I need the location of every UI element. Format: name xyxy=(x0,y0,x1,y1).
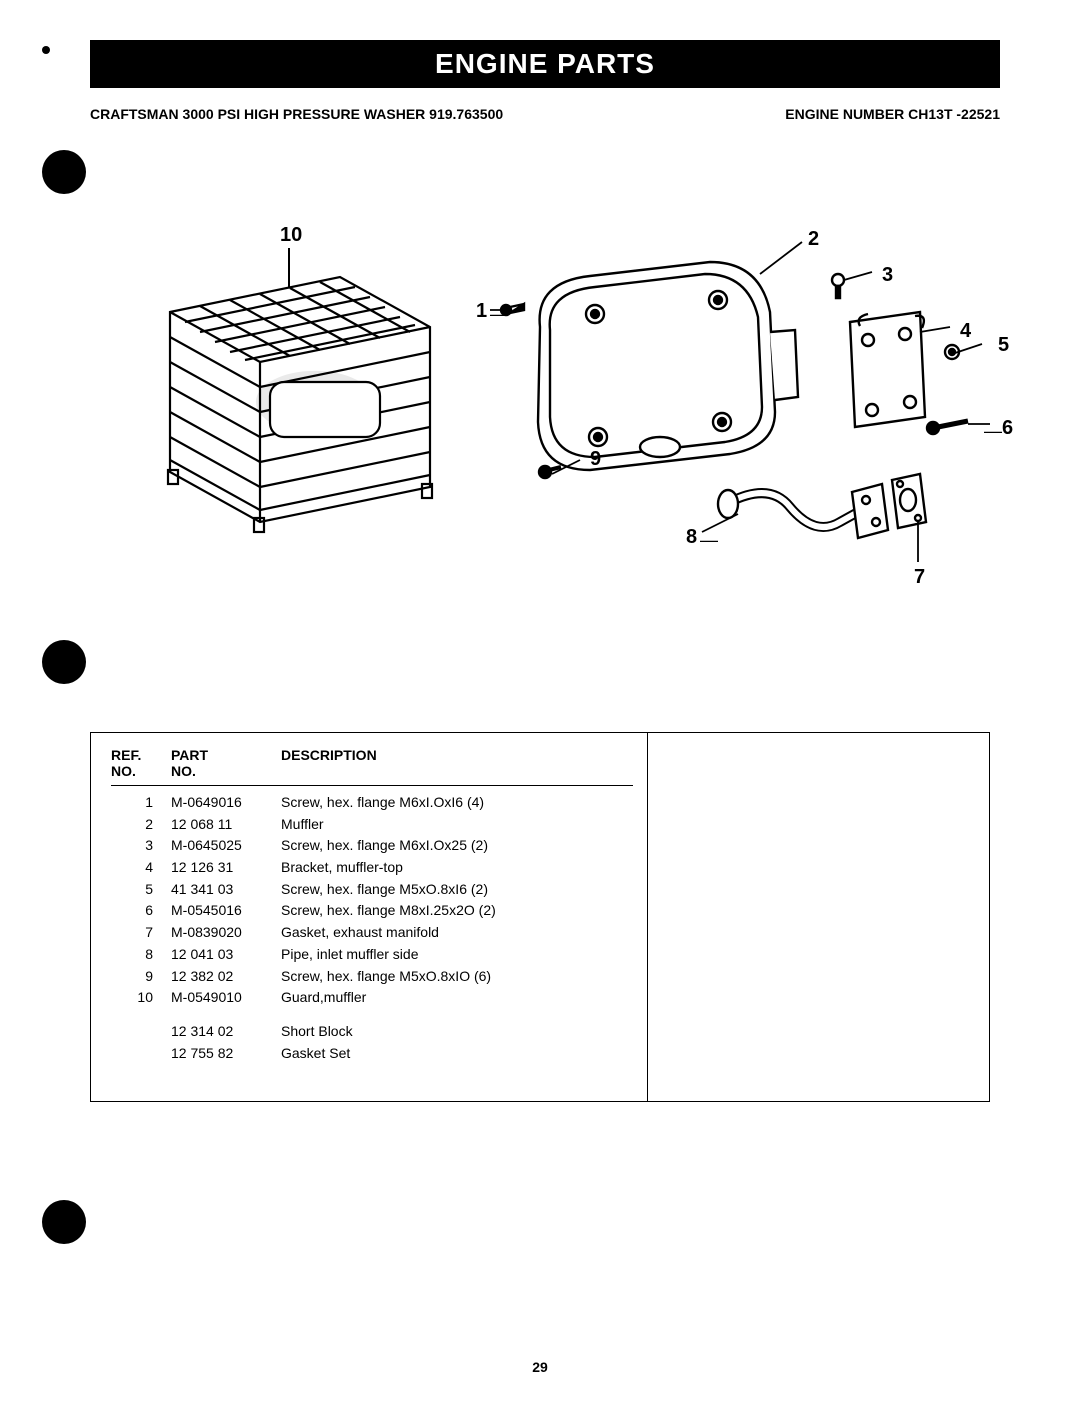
col-part: PARTNO. xyxy=(171,747,281,779)
cell-desc: Gasket Set xyxy=(281,1043,633,1065)
table-header: REF.NO. PARTNO. DESCRIPTION xyxy=(111,747,633,786)
muffler-guard-illustration xyxy=(130,252,470,572)
table-row: 812 041 03Pipe, inlet muffler side xyxy=(111,944,633,966)
cell-ref: 6 xyxy=(111,900,171,922)
table-right-blank xyxy=(648,733,989,1101)
cell-ref: 1 xyxy=(111,792,171,814)
cell-part: 12 382 02 xyxy=(171,966,281,988)
table-row: 912 382 02Screw, hex. flange M5xO.8xIO (… xyxy=(111,966,633,988)
cell-desc: Screw, hex. flange M6xI.OxI6 (4) xyxy=(281,792,633,814)
page: ENGINE PARTS CRAFTSMAN 3000 PSI HIGH PRE… xyxy=(0,0,1080,1401)
subtitle-row: CRAFTSMAN 3000 PSI HIGH PRESSURE WASHER … xyxy=(90,106,1000,122)
table-row: 3M-0645025Screw, hex. flange M6xI.Ox25 (… xyxy=(111,835,633,857)
subtitle-right: ENGINE NUMBER CH13T -22521 xyxy=(785,106,1000,122)
cell-ref xyxy=(111,1021,171,1043)
muffler-assembly-illustration xyxy=(480,222,1000,622)
cell-desc: Bracket, muffler-top xyxy=(281,857,633,879)
callout-3: 3 xyxy=(882,264,893,287)
callout-9: 9 xyxy=(590,448,601,471)
table-row: 1M-0649016Screw, hex. flange M6xI.OxI6 (… xyxy=(111,792,633,814)
callout-1: 1 xyxy=(476,300,487,323)
dash: — xyxy=(490,304,508,325)
cell-ref: 5 xyxy=(111,879,171,901)
cell-part: 12 126 31 xyxy=(171,857,281,879)
cell-ref: 7 xyxy=(111,922,171,944)
table-rows: 1M-0649016Screw, hex. flange M6xI.OxI6 (… xyxy=(111,792,633,1064)
table-row: 7M-0839020Gasket, exhaust manifold xyxy=(111,922,633,944)
cell-part: 41 341 03 xyxy=(171,879,281,901)
cell-part: 12 041 03 xyxy=(171,944,281,966)
subtitle-left: CRAFTSMAN 3000 PSI HIGH PRESSURE WASHER … xyxy=(90,106,503,122)
cell-desc: Screw, hex. flange M8xI.25x2O (2) xyxy=(281,900,633,922)
callout-4: 4 xyxy=(960,320,971,343)
dash: — xyxy=(700,530,718,551)
table-row: 6M-0545016Screw, hex. flange M8xI.25x2O … xyxy=(111,900,633,922)
title-bar: ENGINE PARTS xyxy=(90,40,1000,88)
table-row: 12 755 82Gasket Set xyxy=(111,1043,633,1065)
cell-part: 12 068 11 xyxy=(171,814,281,836)
cell-ref: 8 xyxy=(111,944,171,966)
cell-desc: Screw, hex. flange M5xO.8xIO (6) xyxy=(281,966,633,988)
hole-punch-dot xyxy=(42,640,86,684)
hole-punch-dot xyxy=(42,150,86,194)
cell-desc: Pipe, inlet muffler side xyxy=(281,944,633,966)
parts-table: REF.NO. PARTNO. DESCRIPTION 1M-0649016Sc… xyxy=(90,732,990,1102)
cell-part: M-0649016 xyxy=(171,792,281,814)
cell-desc: Short Block xyxy=(281,1021,633,1043)
cell-ref: 2 xyxy=(111,814,171,836)
cell-part: 12 314 02 xyxy=(171,1021,281,1043)
callout-10-leader xyxy=(287,248,291,288)
table-row: 10M-0549010Guard,muffler xyxy=(111,987,633,1009)
cell-part: M-0839020 xyxy=(171,922,281,944)
cell-part: 12 755 82 xyxy=(171,1043,281,1065)
exploded-diagram: 10 1 — 2 3 4 5 6 — 7 8 — 9 xyxy=(90,182,1000,642)
cell-part: M-0545016 xyxy=(171,900,281,922)
cell-ref: 4 xyxy=(111,857,171,879)
parts-table-body: REF.NO. PARTNO. DESCRIPTION 1M-0649016Sc… xyxy=(91,733,648,1101)
hole-punch-mark xyxy=(42,46,50,54)
cell-ref: 3 xyxy=(111,835,171,857)
cell-ref: 9 xyxy=(111,966,171,988)
callout-5: 5 xyxy=(998,334,1009,357)
cell-part: M-0645025 xyxy=(171,835,281,857)
table-row: 212 068 11Muffler xyxy=(111,814,633,836)
callout-7: 7 xyxy=(914,566,925,589)
page-number: 29 xyxy=(532,1359,548,1375)
table-row: 12 314 02Short Block xyxy=(111,1021,633,1043)
callout-2: 2 xyxy=(808,228,819,251)
cell-desc: Guard,muffler xyxy=(281,987,633,1009)
cell-ref: 10 xyxy=(111,987,171,1009)
table-row: 412 126 31Bracket, muffler-top xyxy=(111,857,633,879)
cell-desc: Screw, hex. flange M5xO.8xI6 (2) xyxy=(281,879,633,901)
hole-punch-dot xyxy=(42,1200,86,1244)
cell-ref xyxy=(111,1043,171,1065)
callout-8: 8 xyxy=(686,526,697,549)
cell-part: M-0549010 xyxy=(171,987,281,1009)
callout-10: 10 xyxy=(280,224,302,247)
dash: — xyxy=(984,421,1002,442)
col-ref: REF.NO. xyxy=(111,747,171,779)
cell-desc: Muffler xyxy=(281,814,633,836)
table-row: 541 341 03Screw, hex. flange M5xO.8xI6 (… xyxy=(111,879,633,901)
col-desc: DESCRIPTION xyxy=(281,747,633,779)
cell-desc: Gasket, exhaust manifold xyxy=(281,922,633,944)
callout-6: 6 xyxy=(1002,417,1013,440)
cell-desc: Screw, hex. flange M6xI.Ox25 (2) xyxy=(281,835,633,857)
